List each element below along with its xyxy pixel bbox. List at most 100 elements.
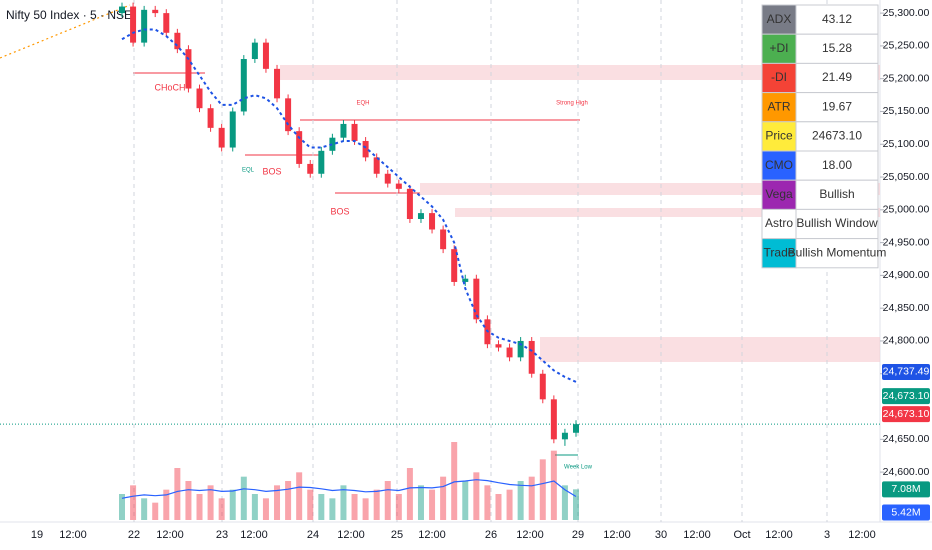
price-badge-label: 24,673.10 bbox=[883, 390, 930, 402]
volume-bar bbox=[550, 450, 557, 520]
volume-bar bbox=[229, 489, 236, 520]
volume-bar bbox=[495, 494, 502, 520]
candle-body bbox=[251, 42, 258, 60]
candle-body bbox=[561, 432, 568, 440]
x-tick-label: 29 bbox=[572, 529, 584, 541]
x-tick-label: 26 bbox=[485, 529, 497, 541]
volume-bar bbox=[152, 502, 159, 520]
candle-body bbox=[406, 188, 413, 220]
table-label: CMO bbox=[765, 158, 793, 172]
table-value-cell bbox=[795, 62, 879, 94]
volume-bar bbox=[406, 468, 413, 520]
candle-body bbox=[451, 249, 458, 282]
candle-body bbox=[395, 183, 402, 189]
volume-bar bbox=[351, 494, 358, 520]
x-tick-label: 12:00 bbox=[848, 529, 876, 541]
y-tick-label: 24,650.00 bbox=[883, 433, 930, 445]
price-badge bbox=[882, 363, 930, 380]
supply-zone bbox=[455, 208, 880, 217]
candle-body bbox=[440, 229, 447, 250]
volume-bar bbox=[462, 481, 469, 520]
candle-body bbox=[573, 424, 579, 433]
x-tick-label: 30 bbox=[655, 529, 667, 541]
structure-label: EQH bbox=[356, 101, 369, 107]
volume-bar bbox=[163, 489, 170, 520]
candle-body bbox=[329, 137, 336, 151]
x-tick-label: 12:00 bbox=[683, 529, 711, 541]
candle-body bbox=[296, 131, 303, 164]
volume-bar bbox=[561, 485, 568, 520]
volume-bar bbox=[251, 494, 258, 520]
volume-bar bbox=[506, 489, 513, 520]
table-value: 43.12 bbox=[822, 12, 852, 26]
volume-bar bbox=[373, 489, 380, 520]
candle-body bbox=[196, 88, 203, 109]
volume-bar bbox=[285, 481, 292, 520]
x-tick-label: 12:00 bbox=[240, 529, 268, 541]
volume-bar bbox=[539, 459, 546, 520]
price-badge-label: 24,737.49 bbox=[883, 366, 930, 378]
candle-body bbox=[340, 123, 347, 138]
table-label: Trade bbox=[764, 245, 795, 259]
table-value: Bullish Momentum bbox=[788, 245, 887, 259]
volume-bar bbox=[417, 485, 424, 520]
candle-body bbox=[307, 163, 314, 174]
volume-ma-line bbox=[121, 479, 577, 499]
volume-bar bbox=[451, 442, 458, 520]
table-value-cell bbox=[795, 33, 879, 64]
y-tick-label: 25,300.00 bbox=[883, 7, 930, 19]
candle-body bbox=[517, 340, 524, 358]
volume-bar bbox=[119, 494, 125, 520]
candle-body bbox=[262, 42, 269, 69]
candle-body bbox=[240, 59, 247, 112]
candle-body bbox=[152, 9, 159, 14]
table-value: 15.28 bbox=[822, 41, 852, 55]
x-tick-label: 12:00 bbox=[765, 529, 793, 541]
volume-bar bbox=[307, 489, 314, 520]
price-badge-label: 5.42M bbox=[891, 506, 920, 518]
volume-bar bbox=[484, 485, 491, 520]
volume-bar bbox=[329, 498, 336, 520]
table-value: 21.49 bbox=[822, 70, 852, 84]
x-tick-label: 19 bbox=[31, 529, 43, 541]
candle-body bbox=[130, 6, 137, 43]
table-value-cell bbox=[795, 4, 879, 35]
volume-bar bbox=[185, 481, 192, 520]
y-tick-label: 25,100.00 bbox=[883, 138, 930, 150]
candle-body bbox=[384, 173, 391, 184]
candle-body bbox=[473, 278, 480, 320]
volume-bar bbox=[362, 498, 369, 520]
table-label-cell bbox=[761, 4, 797, 35]
table-value-cell bbox=[795, 121, 879, 152]
table-label: Vega bbox=[765, 187, 793, 201]
volume-bar bbox=[318, 494, 325, 520]
candle-body bbox=[207, 108, 214, 128]
x-tick-label: 22 bbox=[128, 529, 140, 541]
y-tick-label: 25,000.00 bbox=[883, 204, 930, 216]
table-label: +DI bbox=[769, 41, 788, 55]
candle-body bbox=[218, 127, 225, 148]
candle-body bbox=[417, 213, 424, 220]
structure-label: CHoCH bbox=[154, 82, 185, 92]
table-label-cell bbox=[761, 150, 797, 181]
chart-title: Nifty 50 Index · 5 · NSE bbox=[6, 8, 132, 22]
supply-zone bbox=[540, 337, 880, 362]
table-value: 18.00 bbox=[822, 158, 852, 172]
x-tick-label: Oct bbox=[733, 529, 750, 541]
indicator-table: ADX 43.12 +DI 15.28 -DI 21.49 ATR 19.67 Price 246… bbox=[761, 4, 887, 269]
price-badge bbox=[882, 504, 930, 521]
volume-bar bbox=[340, 485, 347, 520]
x-tick-label: 12:00 bbox=[516, 529, 544, 541]
table-label-cell bbox=[761, 33, 797, 64]
price-badge-label: 7.08M bbox=[891, 483, 920, 495]
volume-bar bbox=[207, 485, 214, 520]
structure-label: Strong High bbox=[556, 101, 588, 107]
candle-body bbox=[274, 68, 281, 99]
volume-bar bbox=[473, 472, 480, 520]
table-label: Price bbox=[765, 129, 793, 143]
table-value-cell bbox=[795, 238, 879, 269]
price-badge bbox=[882, 406, 930, 423]
x-tick-label: 12:00 bbox=[59, 529, 87, 541]
x-tick-label: 12:00 bbox=[418, 529, 446, 541]
